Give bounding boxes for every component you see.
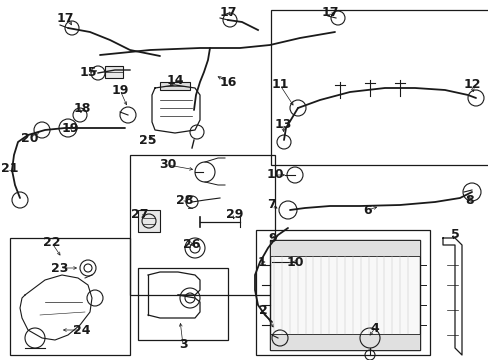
Text: 9: 9 — [268, 231, 277, 244]
Text: 27: 27 — [131, 208, 148, 221]
Bar — [130, 155, 274, 295]
Bar — [138, 210, 160, 232]
Text: 30: 30 — [159, 158, 176, 171]
Text: 17: 17 — [56, 12, 74, 24]
Text: 20: 20 — [21, 131, 39, 144]
Bar — [269, 240, 419, 256]
Bar — [138, 268, 227, 340]
Text: 26: 26 — [183, 238, 200, 252]
Bar — [256, 230, 429, 355]
Text: 13: 13 — [274, 118, 291, 131]
Text: 12: 12 — [462, 78, 480, 91]
Bar — [269, 334, 419, 350]
Text: 18: 18 — [73, 102, 90, 114]
Text: 17: 17 — [219, 5, 236, 18]
Text: 29: 29 — [226, 208, 243, 221]
Bar — [269, 240, 419, 350]
Text: 2: 2 — [258, 303, 267, 316]
Bar — [105, 66, 123, 78]
Text: 19: 19 — [61, 122, 79, 135]
Text: 5: 5 — [450, 229, 458, 242]
Text: 4: 4 — [370, 321, 379, 334]
Text: 1: 1 — [257, 256, 266, 269]
Text: 28: 28 — [176, 194, 193, 207]
Text: 11: 11 — [271, 78, 288, 91]
Bar — [160, 82, 190, 90]
Text: 8: 8 — [465, 194, 473, 207]
Text: 25: 25 — [139, 134, 157, 147]
Text: 10: 10 — [265, 168, 283, 181]
Text: 16: 16 — [219, 76, 236, 89]
Text: 17: 17 — [321, 5, 338, 18]
Bar — [10, 238, 130, 355]
Text: 19: 19 — [111, 84, 128, 96]
Text: 24: 24 — [73, 324, 91, 337]
Bar — [270, 10, 488, 165]
Text: 22: 22 — [43, 237, 61, 249]
Text: 3: 3 — [178, 338, 187, 351]
Text: 6: 6 — [363, 203, 371, 216]
Text: 23: 23 — [51, 261, 68, 274]
Text: 21: 21 — [1, 162, 19, 175]
Text: 10: 10 — [285, 256, 303, 269]
Text: 7: 7 — [267, 198, 276, 211]
Text: 14: 14 — [166, 73, 183, 86]
Text: 15: 15 — [79, 67, 97, 80]
